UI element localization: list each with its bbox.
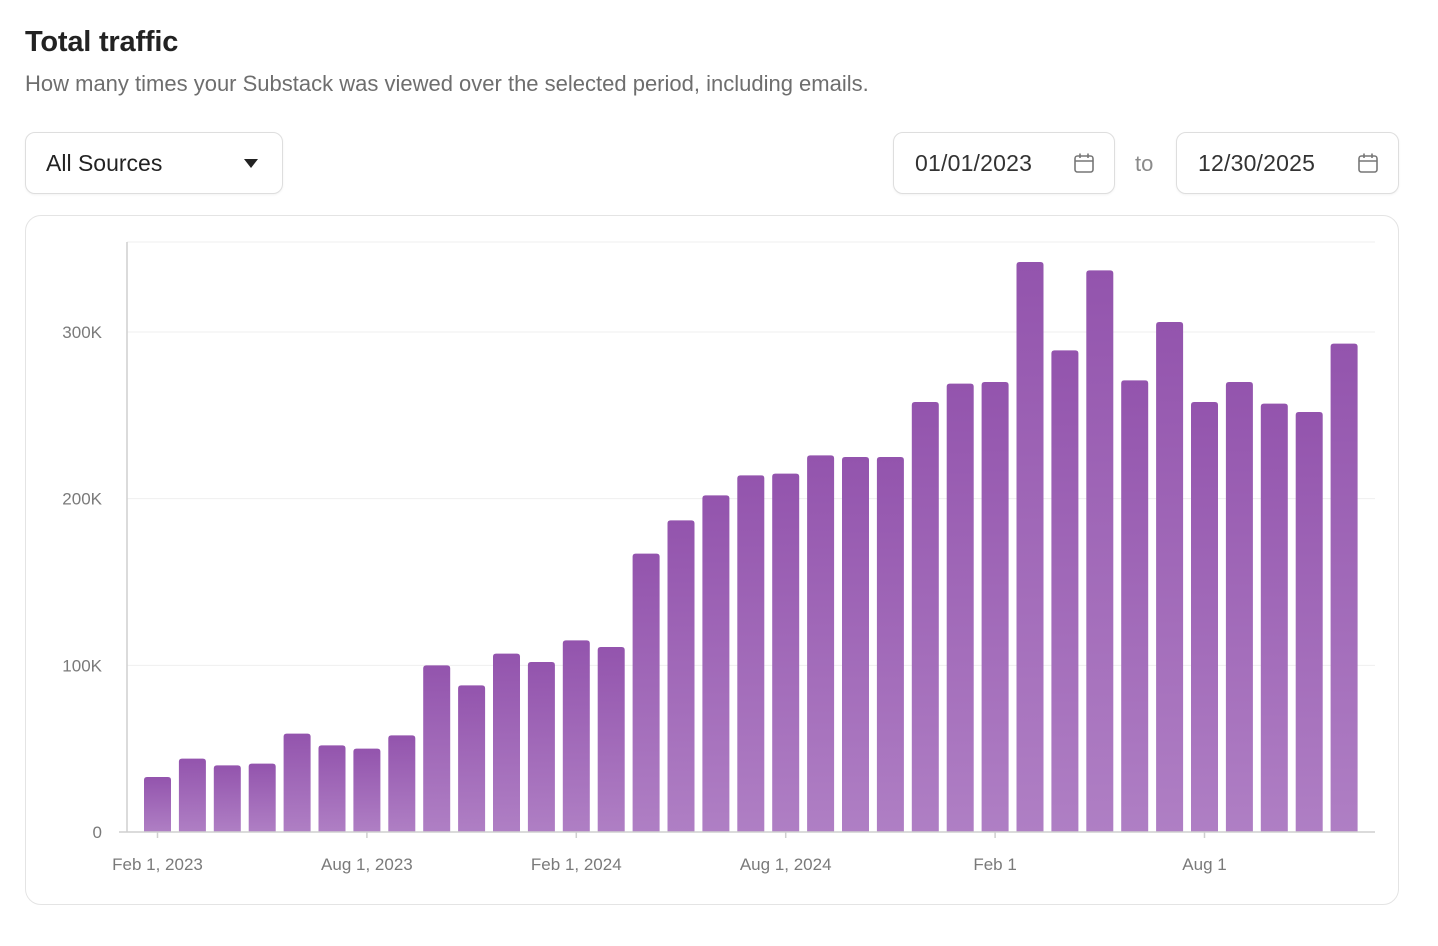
bar[interactable] — [458, 685, 486, 832]
chart-card: 0 100K 200K 300K Feb 1, 2023 Aug 1, 2023 Feb 1… — [25, 215, 1399, 905]
bar[interactable] — [876, 457, 904, 832]
bar[interactable] — [213, 765, 241, 832]
bar[interactable] — [248, 763, 276, 832]
bar[interactable] — [388, 735, 416, 832]
bar[interactable] — [423, 665, 451, 832]
bar[interactable] — [1260, 403, 1288, 832]
bar[interactable] — [493, 653, 520, 832]
x-tick-label: Aug 1 — [1182, 855, 1226, 874]
bar[interactable] — [1225, 382, 1253, 832]
bar[interactable] — [667, 520, 695, 832]
bar[interactable] — [353, 748, 381, 832]
bars — [144, 262, 1358, 832]
bar[interactable] — [946, 383, 974, 832]
traffic-bar-chart: 0 100K 200K 300K Feb 1, 2023 Aug 1, 2023 Feb 1… — [62, 241, 1375, 874]
bar[interactable] — [737, 475, 765, 832]
y-tick-label: 0 — [93, 823, 102, 842]
bar[interactable] — [1191, 402, 1218, 832]
bar[interactable] — [1016, 262, 1044, 832]
date-from-value: 01/01/2023 — [915, 149, 1033, 176]
date-to-value: 12/30/2025 — [1198, 149, 1316, 176]
source-select[interactable]: All Sources — [25, 132, 283, 194]
bar[interactable] — [1086, 270, 1114, 832]
source-select-value: All Sources — [46, 149, 163, 176]
bar[interactable] — [527, 662, 555, 832]
bar[interactable] — [632, 553, 660, 832]
date-to-field[interactable]: 12/30/2025 — [1176, 132, 1399, 194]
bar[interactable] — [178, 758, 206, 832]
bar[interactable] — [597, 647, 625, 832]
bar[interactable] — [702, 495, 730, 832]
bar[interactable] — [318, 745, 346, 832]
calendar-icon[interactable] — [1356, 151, 1380, 175]
bar[interactable] — [144, 777, 171, 832]
page-title: Total traffic — [25, 26, 179, 58]
date-from-field[interactable]: 01/01/2023 — [893, 132, 1115, 194]
page-subtitle: How many times your Substack was viewed … — [25, 71, 869, 96]
bar[interactable] — [1121, 380, 1149, 832]
caret-down-icon — [244, 158, 258, 168]
bar[interactable] — [283, 733, 311, 832]
x-tick-label: Feb 1 — [973, 855, 1016, 874]
y-tick-label: 100K — [62, 656, 102, 675]
bar[interactable] — [1156, 322, 1184, 832]
bar[interactable] — [772, 473, 800, 832]
date-range-separator: to — [1135, 151, 1154, 176]
x-tick-label: Aug 1, 2023 — [321, 855, 413, 874]
bar[interactable] — [911, 402, 939, 832]
bar[interactable] — [842, 457, 869, 832]
y-tick-label: 300K — [62, 323, 102, 342]
bar[interactable] — [807, 455, 835, 832]
x-tick-label: Feb 1, 2023 — [112, 855, 203, 874]
calendar-icon[interactable] — [1072, 151, 1096, 175]
axes: 0 100K 200K 300K Feb 1, 2023 Aug 1, 2023 Feb 1… — [62, 242, 1375, 874]
bar[interactable] — [1295, 412, 1323, 832]
bar[interactable] — [1330, 343, 1358, 832]
bar[interactable] — [562, 640, 590, 832]
y-tick-label: 200K — [62, 490, 102, 509]
x-tick-label: Feb 1, 2024 — [531, 855, 622, 874]
bar[interactable] — [981, 382, 1009, 832]
bar[interactable] — [1051, 350, 1079, 832]
x-tick-label: Aug 1, 2024 — [740, 855, 832, 874]
